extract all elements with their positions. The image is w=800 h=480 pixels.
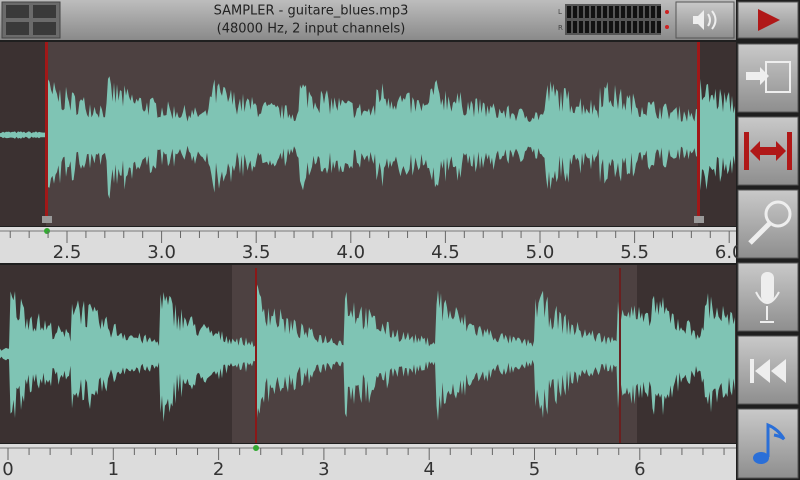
vu-segment	[633, 6, 637, 18]
time-ruler	[0, 227, 736, 263]
vu-segment	[597, 21, 601, 33]
ruler-label: 3.5	[242, 242, 271, 263]
vu-segment	[639, 6, 643, 18]
waveform-shape	[0, 283, 735, 424]
record-button[interactable]	[737, 262, 799, 332]
vu-segment	[603, 21, 607, 33]
vu-segment	[627, 21, 631, 33]
vu-segment	[657, 21, 661, 33]
meter-right-label: R	[558, 24, 563, 32]
loop-start-marker[interactable]	[45, 42, 48, 217]
vu-segment	[621, 6, 625, 18]
vu-segment	[603, 6, 607, 18]
file-title: SAMPLER - guitare_blues.mp3	[214, 4, 409, 19]
ruler-label: 3.0	[147, 242, 176, 263]
ruler-label: 4.0	[336, 242, 365, 263]
ruler-label: 4.5	[431, 242, 460, 263]
selection-end[interactable]	[619, 268, 621, 443]
menu-button[interactable]	[1, 1, 61, 39]
ruler-label: 2.5	[53, 242, 82, 263]
waveform	[0, 283, 735, 424]
rewind-button[interactable]	[737, 335, 799, 405]
import-button[interactable]	[737, 43, 799, 113]
playhead	[253, 445, 259, 451]
vu-meter	[565, 4, 661, 35]
fit-button[interactable]	[737, 116, 799, 186]
marker-handle[interactable]	[694, 216, 704, 223]
vu-segment	[627, 6, 631, 18]
ruler-label: 2	[213, 459, 224, 480]
vu-segment	[645, 21, 649, 33]
ruler-label: 4	[423, 459, 434, 480]
selection-start[interactable]	[255, 268, 257, 443]
play-button[interactable]	[737, 1, 799, 39]
vu-segment	[651, 6, 655, 18]
vu-segment	[645, 6, 649, 18]
file-info: (48000 Hz, 2 input channels)	[217, 22, 406, 37]
ruler-ticks: 0 1 2 3 4 5 6	[2, 448, 725, 480]
vu-segment	[615, 21, 619, 33]
zoom-button[interactable]	[737, 189, 799, 259]
playhead	[44, 228, 50, 234]
vu-segment	[621, 21, 625, 33]
volume-button[interactable]	[675, 1, 735, 39]
clip-led	[665, 25, 669, 29]
vu-segment	[615, 6, 619, 18]
vu-segment	[609, 6, 613, 18]
ruler-ticks: 2.5 3.0 3.5 4.0 4.5 5.0 5.5 6.0	[9, 231, 744, 263]
loop-end-marker[interactable]	[697, 42, 700, 217]
vu-segment	[609, 21, 613, 33]
ruler-label: 3	[318, 459, 329, 480]
ruler-label: 0	[2, 459, 13, 480]
vu-segment	[573, 21, 577, 33]
vu-segment	[651, 21, 655, 33]
vu-segment	[657, 6, 661, 18]
vu-segment	[585, 21, 589, 33]
ruler-label: 5.5	[620, 242, 649, 263]
vu-segment	[579, 21, 583, 33]
ruler-label: 5	[529, 459, 540, 480]
ruler-label: 1	[108, 459, 119, 480]
time-ruler	[0, 444, 736, 480]
vu-segment	[567, 6, 571, 18]
vu-segment	[597, 6, 601, 18]
vu-segment	[591, 21, 595, 33]
ruler-label: 5.0	[526, 242, 555, 263]
vu-segment	[633, 21, 637, 33]
vu-segment	[567, 21, 571, 33]
waveform-shape	[0, 76, 735, 199]
ruler-label: 6	[634, 459, 645, 480]
waveform	[0, 76, 735, 199]
ruler-label: 6.0	[715, 242, 744, 263]
vu-segment	[579, 6, 583, 18]
vu-segment	[573, 6, 577, 18]
vu-segment	[591, 6, 595, 18]
vu-segment	[639, 21, 643, 33]
marker-handle[interactable]	[42, 216, 52, 223]
vu-segment	[585, 6, 589, 18]
clip-led	[665, 10, 669, 14]
music-button[interactable]	[737, 408, 799, 479]
meter-left-label: L	[558, 8, 562, 16]
